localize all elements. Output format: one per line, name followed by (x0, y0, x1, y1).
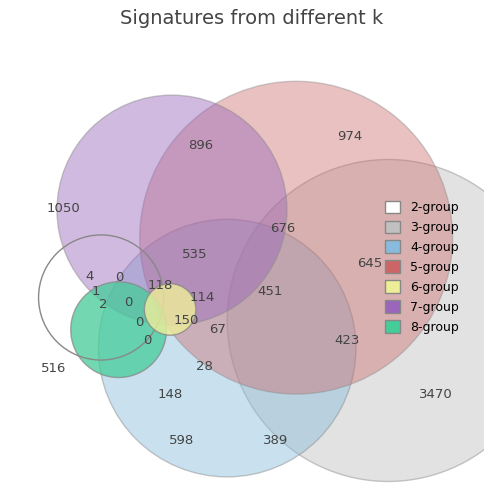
Text: 4: 4 (85, 270, 93, 283)
Title: Signatures from different k: Signatures from different k (120, 9, 384, 28)
Text: 150: 150 (173, 314, 199, 327)
Circle shape (144, 284, 196, 335)
Text: 0: 0 (136, 316, 144, 329)
Circle shape (140, 81, 453, 394)
Text: 0: 0 (143, 334, 151, 347)
Circle shape (71, 282, 166, 377)
Text: 2: 2 (99, 298, 107, 311)
Text: 114: 114 (190, 291, 215, 304)
Text: 974: 974 (337, 130, 362, 143)
Text: 645: 645 (357, 257, 383, 270)
Text: 451: 451 (258, 285, 283, 297)
Text: 896: 896 (188, 139, 213, 152)
Text: 389: 389 (263, 433, 289, 447)
Text: 0: 0 (124, 295, 133, 308)
Text: 423: 423 (334, 334, 359, 347)
Text: 535: 535 (182, 248, 208, 261)
Text: 676: 676 (270, 222, 295, 235)
Text: 598: 598 (168, 433, 194, 447)
Text: 3470: 3470 (419, 388, 453, 401)
Legend: 2-group, 3-group, 4-group, 5-group, 6-group, 7-group, 8-group: 2-group, 3-group, 4-group, 5-group, 6-gr… (379, 195, 465, 340)
Text: 1: 1 (91, 285, 100, 297)
Text: 516: 516 (41, 362, 66, 375)
Text: 1050: 1050 (46, 202, 80, 215)
Text: 118: 118 (147, 279, 173, 292)
Text: 0: 0 (115, 271, 123, 284)
Circle shape (227, 159, 504, 481)
Text: 148: 148 (157, 388, 183, 401)
Text: 67: 67 (210, 323, 226, 336)
Circle shape (98, 219, 356, 477)
Text: 28: 28 (196, 360, 213, 373)
Circle shape (57, 95, 287, 325)
